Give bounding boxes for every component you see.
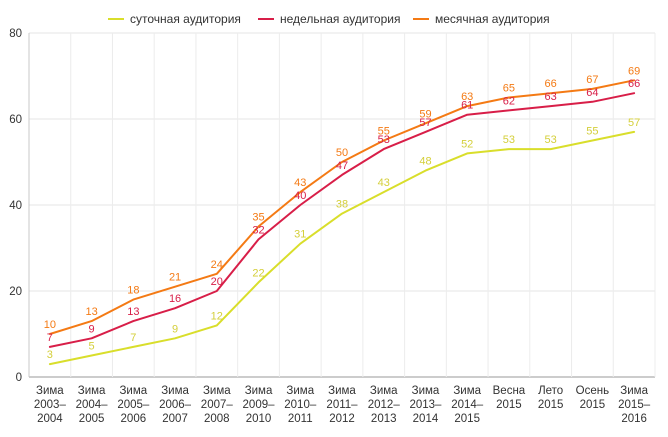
data-label: 52	[461, 138, 473, 150]
data-label: 61	[461, 100, 473, 112]
x-tick-label: Зима 2010– 2011	[284, 385, 317, 425]
data-label: 66	[628, 78, 640, 90]
data-label: 12	[211, 310, 223, 322]
data-label: 24	[211, 259, 223, 271]
x-tick-label: Осень 2015	[576, 385, 609, 411]
data-label: 65	[503, 83, 515, 95]
data-label: 10	[44, 319, 56, 331]
data-label: 13	[127, 306, 139, 318]
data-label: 57	[628, 117, 640, 129]
y-tick-label: 80	[9, 28, 22, 40]
x-tick-label: Зима 2015– 2016	[618, 385, 651, 425]
data-label: 55	[586, 126, 598, 138]
x-tick-label: Зима 2009– 2010	[243, 385, 276, 425]
x-tick-label: Зима 2004– 2005	[76, 385, 109, 425]
series-lines	[48, 79, 636, 366]
data-label: 67	[586, 74, 598, 86]
y-axis: 0 20 40 60 80	[9, 28, 22, 384]
data-label: 13	[85, 306, 97, 318]
data-label: 16	[169, 293, 181, 305]
y-tick-label: 0	[16, 372, 22, 384]
data-label: 50	[336, 147, 348, 159]
legend-label: месячная аудитория	[435, 12, 550, 26]
y-tick-label: 40	[9, 200, 22, 212]
data-label: 22	[252, 267, 264, 279]
x-tick-label: Зима 2014– 2015	[451, 385, 484, 425]
x-tick-label: Зима 2011– 2012	[326, 385, 358, 425]
data-label: 35	[252, 212, 264, 224]
data-label: 9	[89, 323, 95, 335]
legend-label: недельная аудитория	[280, 12, 400, 26]
x-tick-label: Зима 2012– 2013	[368, 385, 401, 425]
data-label: 20	[211, 276, 223, 288]
series-line-2[interactable]	[48, 92, 636, 348]
data-label: 21	[169, 272, 181, 284]
x-tick-label: Зима 2005– 2006	[117, 385, 150, 425]
data-label: 62	[503, 95, 515, 107]
legend[interactable]: суточная аудитория недельная аудитория мес…	[108, 12, 550, 26]
data-label: 38	[336, 199, 348, 211]
x-tick-label: Лето 2015	[538, 385, 564, 411]
data-label: 53	[545, 134, 557, 146]
data-label: 53	[503, 134, 515, 146]
x-tick-label: Зима 2006– 2007	[159, 385, 192, 425]
data-label: 32	[252, 224, 264, 236]
data-label: 63	[461, 91, 473, 103]
data-label: 66	[545, 78, 557, 90]
data-label: 53	[378, 134, 390, 146]
data-label: 31	[294, 229, 306, 241]
data-label: 18	[127, 285, 139, 297]
x-tick-label: Зима 2003– 2004	[34, 385, 67, 425]
x-tick-label: Зима 2007– 2008	[201, 385, 234, 425]
legend-item-1[interactable]: суточная аудитория	[108, 12, 241, 26]
data-label: 48	[419, 156, 431, 168]
data-label: 3	[47, 349, 53, 361]
data-label: 43	[294, 177, 306, 189]
legend-item-3[interactable]: месячная аудитория	[413, 12, 550, 26]
series-line-3[interactable]	[48, 79, 636, 335]
data-label: 63	[545, 91, 557, 103]
data-label: 57	[419, 117, 431, 129]
data-label: 55	[378, 126, 390, 138]
data-label: 40	[294, 190, 306, 202]
grid	[28, 32, 656, 378]
legend-label: суточная аудитория	[130, 12, 241, 26]
x-tick-label: Зима 2013– 2014	[409, 385, 442, 425]
data-label: 43	[378, 177, 390, 189]
y-tick-label: 60	[9, 114, 22, 126]
y-tick-label: 20	[9, 286, 22, 298]
data-label: 5	[89, 341, 95, 353]
data-label: 69	[628, 65, 640, 77]
data-label: 9	[172, 323, 178, 335]
data-label: 59	[419, 108, 431, 120]
legend-item-2[interactable]: недельная аудитория	[258, 12, 400, 26]
x-tick-label: Весна 2015	[493, 385, 526, 411]
data-label: 7	[47, 332, 53, 344]
data-label: 47	[336, 160, 348, 172]
data-label: 64	[586, 87, 598, 99]
data-label: 7	[130, 332, 136, 344]
series-line-1[interactable]	[48, 130, 636, 366]
